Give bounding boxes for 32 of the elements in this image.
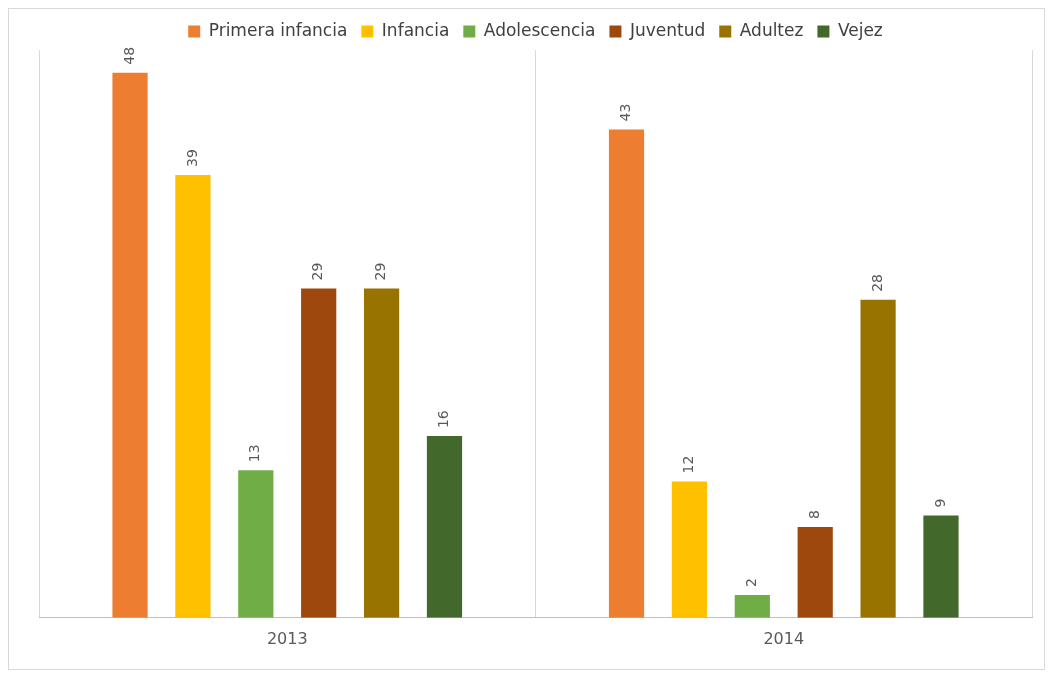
bar: [175, 174, 211, 618]
bar: [608, 129, 645, 618]
data-label: 39: [183, 149, 200, 167]
x-tick-label: 2013: [266, 628, 308, 648]
data-label: 9: [931, 498, 948, 508]
legend-label: Adultez: [739, 19, 804, 40]
bar: [923, 515, 959, 618]
legend-label: Adolescencia: [483, 19, 596, 40]
x-tick-label: 2014: [763, 628, 805, 648]
legend-label: Infancia: [381, 19, 450, 40]
legend-label: Juventud: [628, 19, 706, 40]
bar: [671, 481, 708, 618]
bar: [363, 288, 400, 618]
data-label: 16: [435, 410, 452, 429]
data-label: 12: [680, 455, 697, 474]
data-label: 8: [805, 510, 822, 519]
bar: [797, 526, 833, 618]
bar: [112, 72, 148, 618]
data-label: 2: [742, 578, 759, 588]
data-label: 28: [868, 274, 885, 292]
data-label: 29: [309, 262, 326, 281]
bar: [734, 595, 770, 618]
bar: [426, 436, 463, 618]
data-label: 13: [246, 444, 263, 463]
legend-label: Vejez: [837, 19, 883, 40]
data-label: 29: [372, 262, 389, 281]
data-label: 48: [120, 46, 137, 65]
data-label: 43: [617, 103, 634, 122]
bar: [238, 470, 274, 618]
legend-label: Primera infancia: [208, 19, 348, 40]
bar: [860, 299, 896, 618]
bar: [301, 288, 337, 618]
